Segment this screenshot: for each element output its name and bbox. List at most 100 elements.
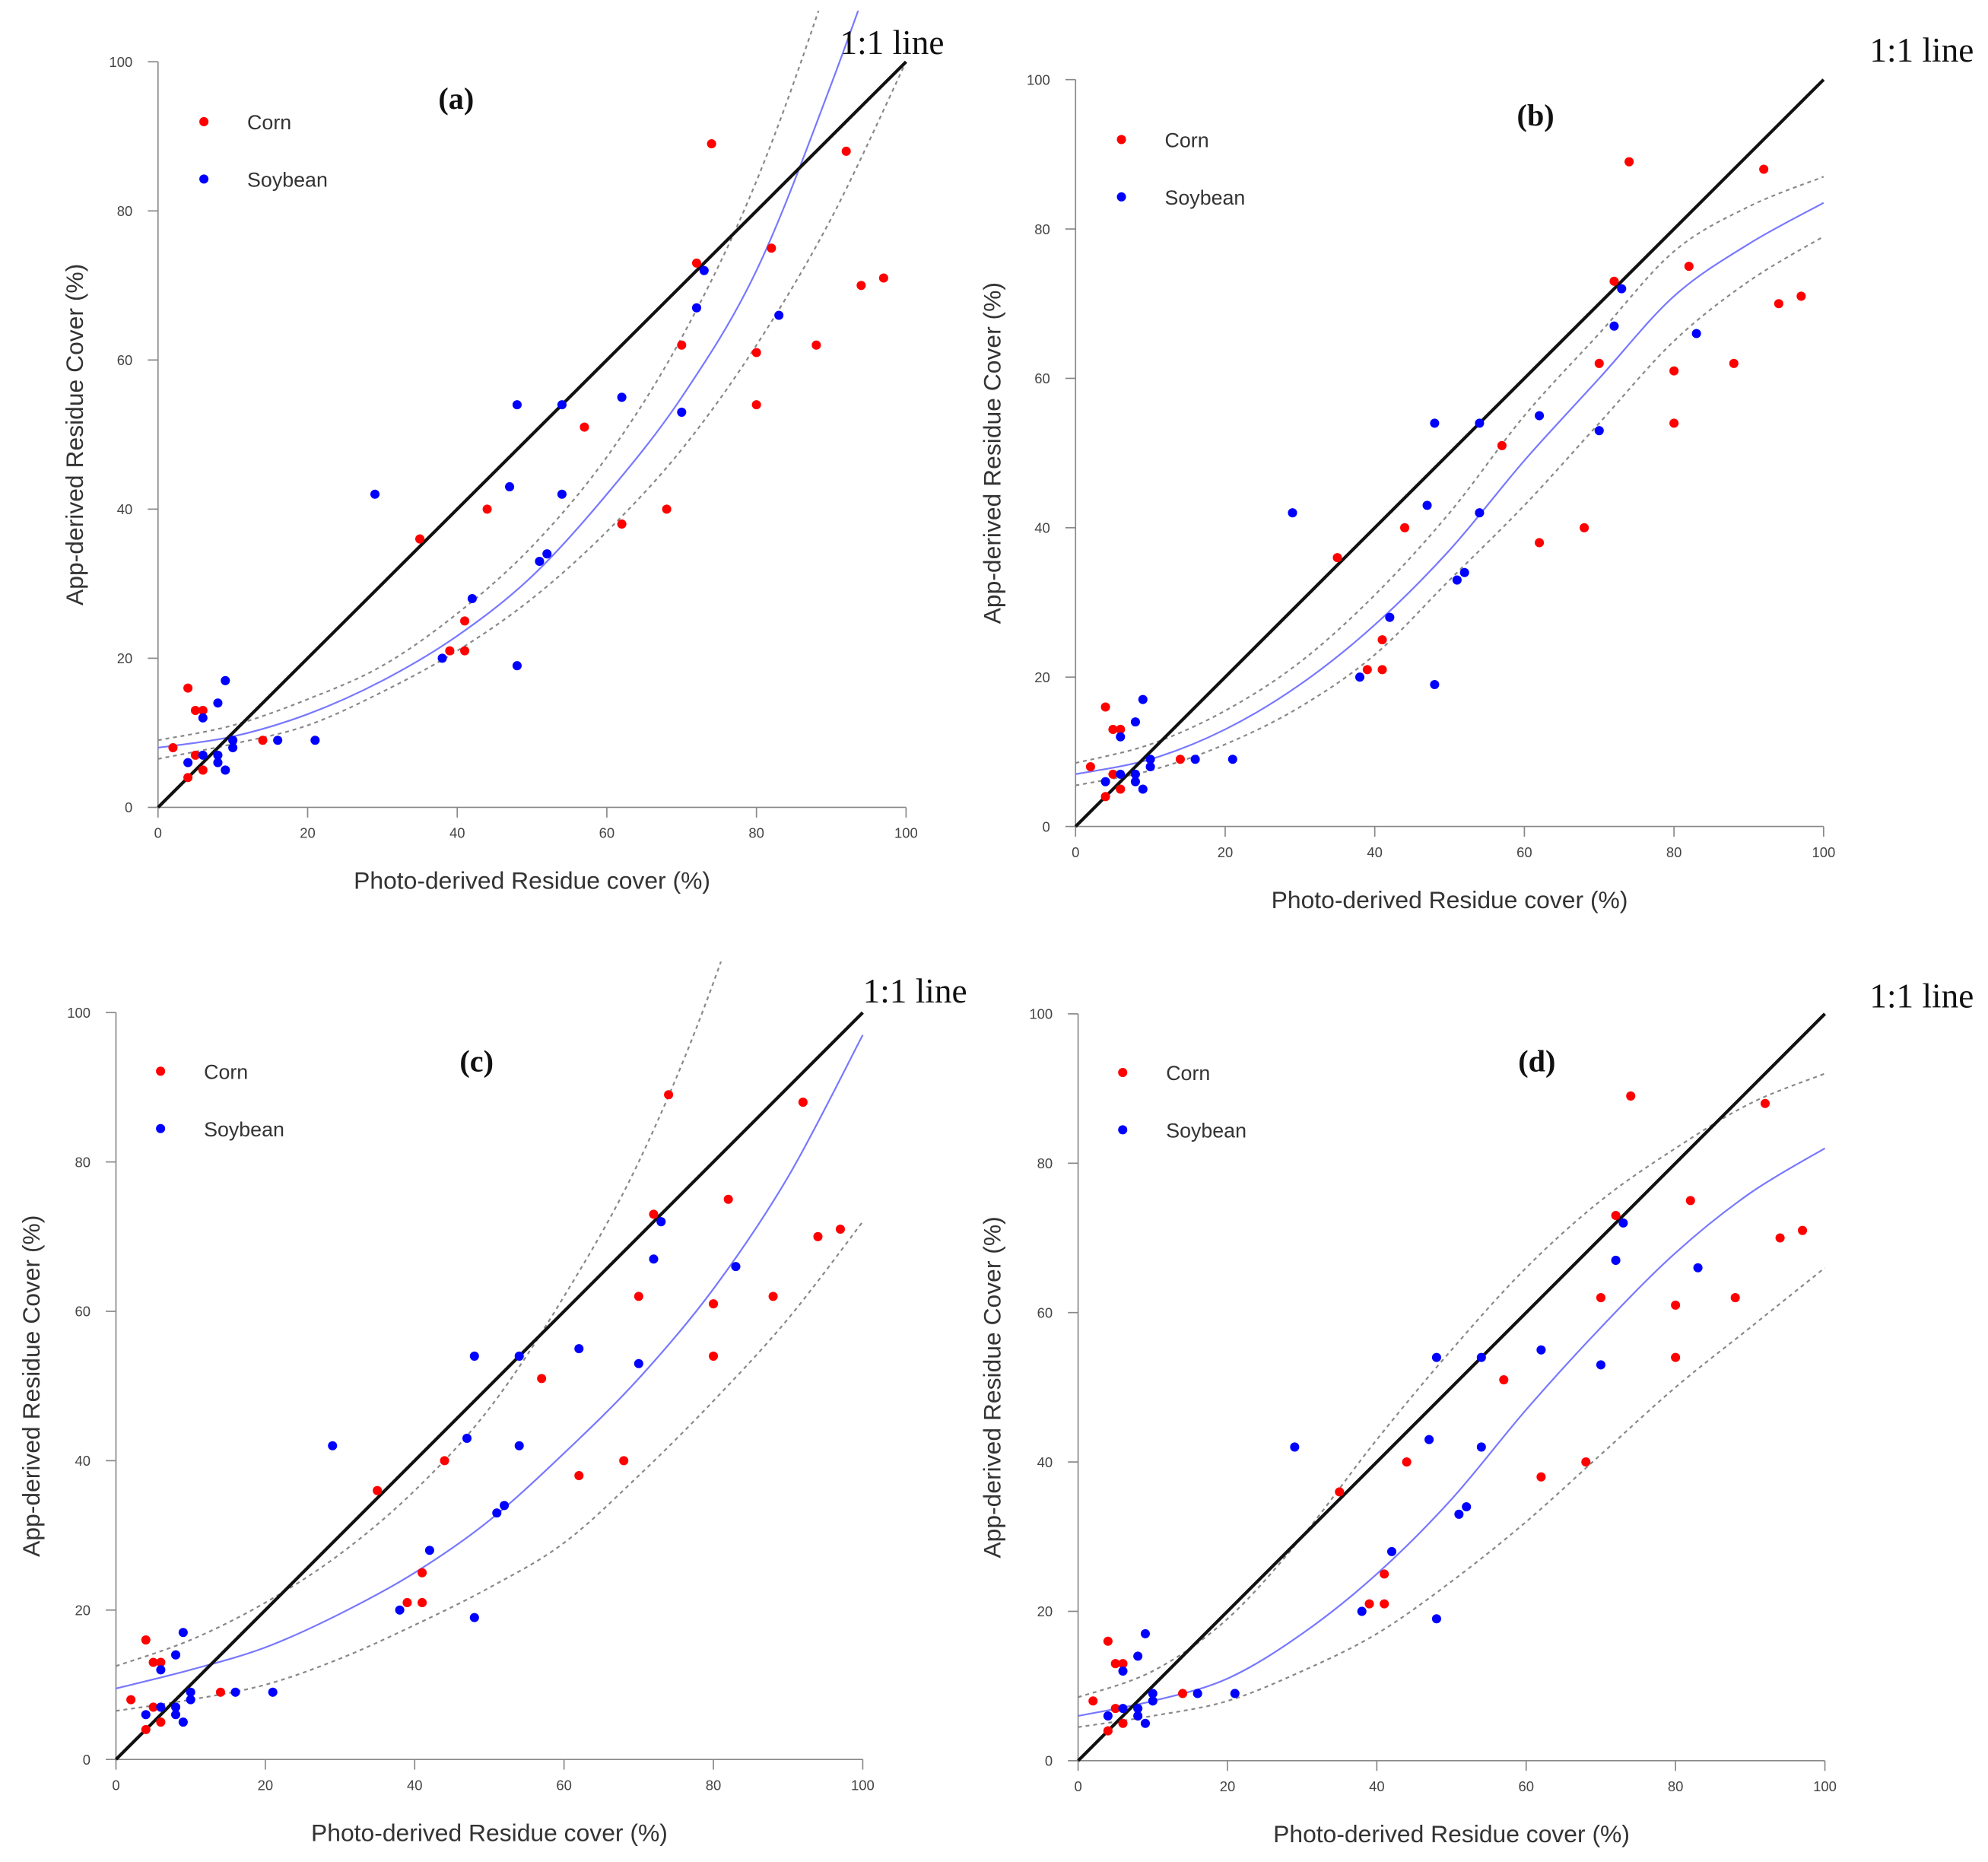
y-tick-label: 0 — [83, 1752, 91, 1768]
corn-point — [1671, 1352, 1681, 1362]
corn-point — [198, 705, 208, 716]
panel-label: (d) — [1518, 1044, 1555, 1078]
x-tick-label: 20 — [1218, 844, 1234, 860]
x-tick-label: 80 — [1666, 844, 1682, 860]
upper-interval-line — [1078, 1072, 1825, 1698]
soybean-point — [1385, 612, 1395, 622]
corn-point — [1380, 1599, 1389, 1609]
legend-marker-corn — [156, 1066, 166, 1076]
soybean-point — [691, 303, 702, 313]
soybean-point — [731, 1262, 741, 1272]
y-tick-label: 40 — [117, 501, 132, 517]
corn-point — [1103, 1726, 1113, 1736]
x-tick-label: 100 — [851, 1777, 875, 1793]
corn-point — [707, 139, 716, 149]
y-tick-label: 40 — [75, 1453, 90, 1469]
corn-point — [156, 1657, 166, 1667]
soybean-point — [1424, 1435, 1434, 1444]
panel-a: 0 20 40 60 80 100 0 20 40 60 80 100 Photo-derived Re… — [61, 11, 944, 894]
corn-point — [440, 1456, 449, 1466]
soybean-point — [186, 1695, 195, 1705]
upper-interval-line — [1075, 176, 1824, 764]
y-axis-label: App-derived Residue Cover (%) — [978, 282, 1005, 624]
soybean-point — [1430, 679, 1440, 690]
corn-point — [1088, 1696, 1098, 1706]
soybean-point — [1618, 1218, 1628, 1228]
soybean-point — [221, 765, 230, 775]
corn-point — [1775, 1233, 1785, 1243]
corn-point — [190, 750, 200, 760]
corn-point — [1669, 366, 1679, 376]
lower-interval-line — [116, 1221, 864, 1712]
soybean-point — [1133, 1651, 1143, 1661]
x-tick-label: 80 — [1668, 1778, 1684, 1794]
x-tick-label: 0 — [1074, 1778, 1081, 1794]
soybean-point — [171, 1650, 181, 1660]
corn-point — [841, 146, 851, 156]
corn-point — [198, 765, 208, 775]
y-tick-label: 80 — [1037, 1155, 1053, 1171]
soybean-point — [699, 265, 709, 275]
soybean-point — [1288, 508, 1297, 518]
corn-point — [751, 400, 761, 410]
soybean-point — [1290, 1442, 1300, 1452]
upper-interval-line — [116, 961, 722, 1667]
x-tick-label: 20 — [258, 1777, 274, 1793]
legend-label-soybean: Soybean — [247, 168, 328, 191]
soybean-point — [542, 549, 552, 559]
x-tick-label: 80 — [706, 1777, 722, 1793]
corn-point — [1335, 1487, 1345, 1497]
soybean-point — [634, 1358, 643, 1368]
soybean-point — [469, 1613, 479, 1622]
lower-interval-line — [157, 61, 907, 760]
corn-point — [878, 273, 888, 283]
curves — [1078, 1072, 1826, 1728]
soybean-point — [1617, 284, 1627, 294]
y-tick-label: 80 — [75, 1154, 90, 1170]
soybean-point — [649, 1254, 659, 1264]
corn-point — [1581, 1457, 1591, 1467]
soybean-point — [514, 1441, 524, 1451]
corn-point — [1085, 762, 1095, 772]
corn-point — [1108, 769, 1118, 779]
soybean-point — [1357, 1606, 1367, 1616]
x-axis-label: Photo-derived Residue cover (%) — [354, 867, 710, 894]
corn-point — [126, 1695, 136, 1705]
soybean-point — [178, 1628, 188, 1638]
soybean-point — [1116, 769, 1126, 779]
soybean-point — [1691, 329, 1701, 338]
corn-point — [148, 1702, 158, 1712]
soybean-point — [1594, 426, 1604, 436]
soybean-point — [178, 1717, 188, 1727]
corn-point — [768, 1292, 778, 1301]
corn-point — [574, 1471, 584, 1481]
legend-marker-corn — [1116, 135, 1126, 145]
corn-point — [1774, 299, 1783, 309]
x-tick-label: 60 — [1516, 844, 1532, 860]
corn-point — [1685, 1196, 1695, 1206]
soybean-point — [1100, 777, 1110, 786]
y-tick-label: 60 — [1034, 370, 1050, 386]
soybean-point — [156, 1665, 166, 1675]
legend-label-corn: Corn — [204, 1060, 248, 1083]
corn-point — [1684, 262, 1694, 272]
fit-curve — [1078, 1147, 1826, 1717]
corn-point — [1596, 1293, 1605, 1303]
soybean-point — [574, 1344, 584, 1354]
soybean-point — [1116, 732, 1126, 742]
soybean-point — [183, 758, 193, 767]
corn-point — [619, 1456, 629, 1466]
corn-point — [1118, 1659, 1128, 1669]
corn-point — [1759, 164, 1769, 174]
soybean-point — [1133, 1711, 1143, 1721]
corn-point — [723, 1194, 733, 1204]
corn-point — [1609, 276, 1619, 286]
corn-point — [1100, 792, 1110, 802]
soybean-point — [1459, 567, 1469, 577]
soybean-point — [1227, 755, 1237, 764]
legend-marker-soybean — [199, 174, 209, 184]
one-to-one-label: 1:1 line — [863, 972, 967, 1010]
corn-point — [1100, 702, 1110, 712]
corn-point — [1580, 523, 1589, 532]
soybean-point — [228, 743, 238, 753]
